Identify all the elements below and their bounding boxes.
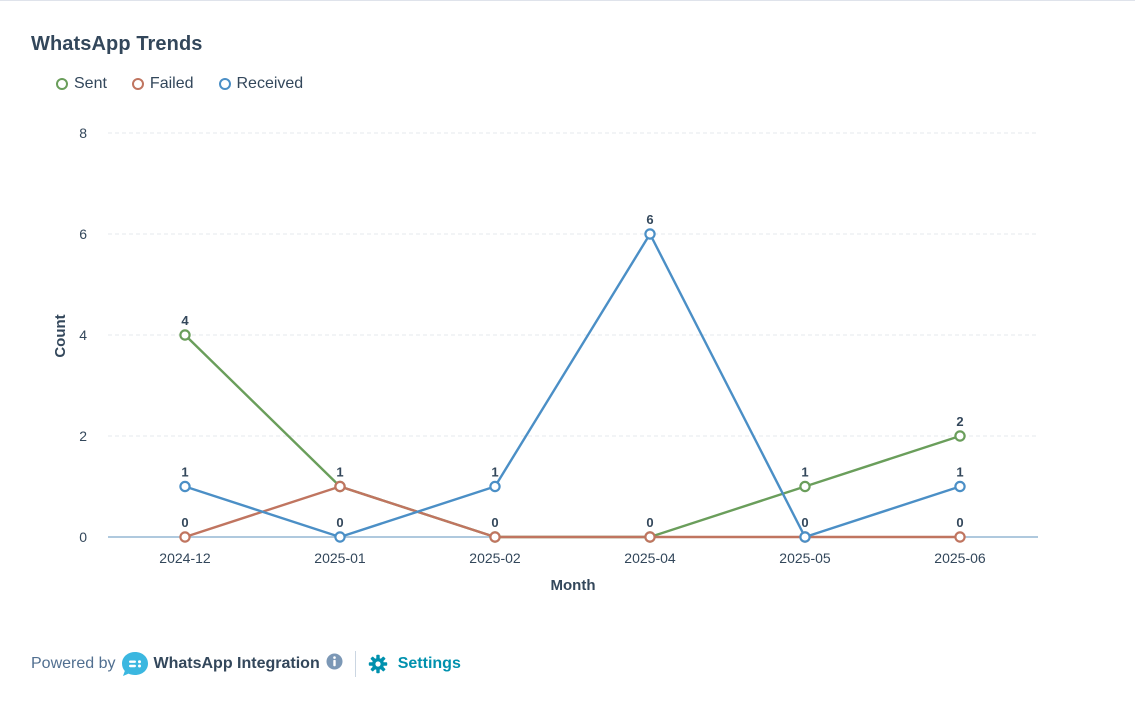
data-label: 0 <box>956 515 963 530</box>
data-label: 1 <box>491 465 498 480</box>
data-point-failed[interactable] <box>489 531 501 543</box>
chart-data-labels: 4 1 0 1 0 1 0 6 0 1 0 2 1 0 <box>181 212 963 530</box>
data-point-failed[interactable] <box>644 531 656 543</box>
top-divider <box>0 0 1135 1</box>
legend-marker-failed <box>131 78 144 90</box>
chart-lines <box>183 232 962 539</box>
data-point-sent[interactable] <box>179 329 191 341</box>
data-label: 1 <box>801 465 808 480</box>
gear-icon <box>368 654 388 674</box>
legend-item-failed[interactable]: Failed <box>131 75 194 93</box>
x-axis-label: Month <box>551 577 596 594</box>
legend-label-received: Received <box>236 75 304 92</box>
data-point-received[interactable] <box>954 480 966 493</box>
data-label: 1 <box>181 465 188 480</box>
data-point-sent[interactable] <box>954 430 966 442</box>
settings-link[interactable]: Settings <box>368 654 461 674</box>
x-tick-label: 2025-01 <box>314 550 366 566</box>
data-label: 0 <box>336 515 343 530</box>
data-point-received[interactable] <box>489 480 501 493</box>
data-label: 0 <box>646 515 653 530</box>
data-point-failed[interactable] <box>334 480 346 493</box>
powered-by-label: Powered by <box>31 655 116 672</box>
data-point-received[interactable] <box>644 228 656 240</box>
data-label: 4 <box>181 313 189 328</box>
x-tick-label: 2025-05 <box>779 550 831 566</box>
footer-divider <box>354 651 356 677</box>
y-tick-label: 8 <box>79 125 87 141</box>
x-tick-label: 2025-06 <box>934 550 986 566</box>
integration-name: WhatsApp Integration <box>153 655 320 672</box>
x-tick-label: 2025-04 <box>624 550 676 566</box>
info-icon[interactable] <box>326 653 343 670</box>
y-tick-label: 4 <box>79 327 87 343</box>
data-point-failed[interactable] <box>179 531 191 543</box>
x-tick-label: 2024-12 <box>159 550 211 566</box>
settings-label: Settings <box>397 655 461 672</box>
legend-label-failed: Failed <box>149 75 194 92</box>
data-label: 6 <box>646 212 653 227</box>
legend-marker-sent <box>56 78 68 90</box>
data-label: 2 <box>956 414 963 429</box>
series-line-received <box>183 232 962 539</box>
data-point-failed[interactable] <box>954 531 966 543</box>
chart-points <box>179 228 966 543</box>
legend-label-sent: Sent <box>74 75 107 92</box>
data-label: 0 <box>181 515 188 530</box>
chart-legend: Sent Failed Received <box>56 75 328 93</box>
y-axis-label: Count <box>52 314 69 357</box>
legend-item-received[interactable]: Received <box>218 75 304 93</box>
data-point-sent[interactable] <box>799 480 811 493</box>
data-point-received[interactable] <box>799 531 811 543</box>
data-point-received[interactable] <box>334 531 346 543</box>
chart-grid <box>108 132 1038 437</box>
data-point-received[interactable] <box>179 480 191 493</box>
data-label: 1 <box>956 465 963 480</box>
y-tick-label: 0 <box>79 529 87 545</box>
chat-bubble-logo-icon <box>121 651 149 677</box>
y-tick-label: 2 <box>79 428 87 444</box>
line-chart: 0 2 4 6 8 2024-12 2025-01 2025-02 2025-04 2025-05… <box>52 125 1038 594</box>
legend-marker-received <box>218 78 231 90</box>
data-label: 1 <box>336 465 343 480</box>
y-tick-label: 6 <box>79 226 87 242</box>
footer: Powered by WhatsApp Integration <box>31 648 461 680</box>
chart-title: WhatsApp Trends <box>31 33 203 55</box>
legend-item-sent[interactable]: Sent <box>56 75 107 93</box>
series-line-failed <box>183 485 962 539</box>
data-label: 0 <box>801 515 808 530</box>
x-tick-label: 2025-02 <box>469 550 521 566</box>
data-label: 0 <box>491 515 498 530</box>
